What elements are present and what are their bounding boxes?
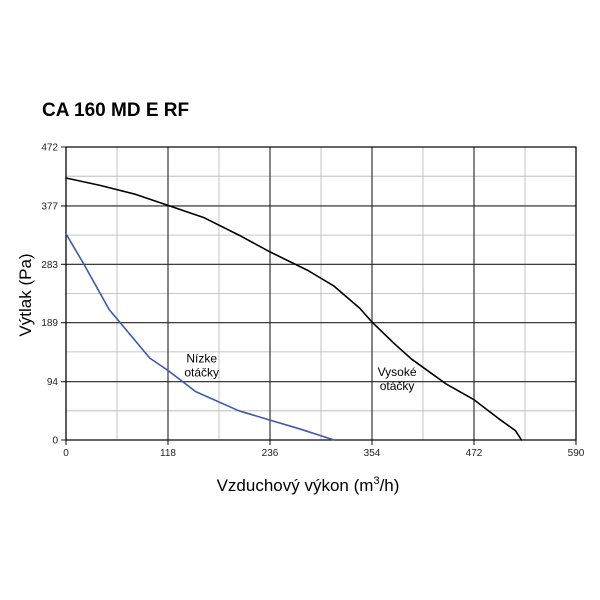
x-axis-title-superscript: 3 xyxy=(373,475,379,487)
x-tick-label: 118 xyxy=(160,448,176,459)
y-tick-label: 472 xyxy=(41,143,58,154)
y-tick-label: 377 xyxy=(41,201,58,212)
high-speed-curve xyxy=(65,177,523,441)
x-tick-label: 0 xyxy=(63,448,69,459)
x-axis-title-end: /h) xyxy=(380,476,400,495)
series-group xyxy=(65,177,523,441)
chart-title: CA 160 MD E RF xyxy=(42,100,190,121)
y-tick-label: 283 xyxy=(41,260,58,271)
x-tick-label: 472 xyxy=(466,448,483,459)
x-tick-label: 236 xyxy=(262,448,279,459)
x-tick-label: 354 xyxy=(364,448,381,459)
major-grid xyxy=(61,146,577,445)
y-tick-label: 0 xyxy=(52,436,58,447)
x-tick-label: 590 xyxy=(568,448,585,459)
series-label-line2: otáčky xyxy=(184,365,219,379)
series-label-line1: Vysoké xyxy=(378,365,417,379)
x-tick-labels: 0 118 236 354 472 590 xyxy=(63,448,585,459)
x-axis-title-main: Vzduchový výkon (m xyxy=(217,476,374,495)
minor-grid xyxy=(66,147,576,440)
series-label-line1: Nízke xyxy=(186,351,217,365)
y-axis-title: Výtlak (Pa) xyxy=(16,253,35,336)
y-tick-label: 94 xyxy=(47,377,59,388)
y-tick-label: 189 xyxy=(41,318,58,329)
low-speed-curve xyxy=(65,233,335,441)
x-axis-title: Vzduchový výkon (m3/h) xyxy=(217,475,400,495)
plot-frame xyxy=(65,146,577,441)
series-label-line2: otáčky xyxy=(380,379,415,393)
y-tick-labels: 0 94 189 283 377 472 xyxy=(41,143,58,447)
